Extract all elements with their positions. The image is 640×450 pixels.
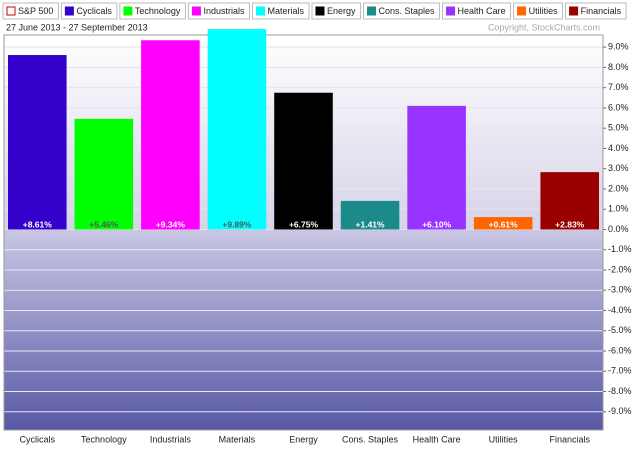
data-label: +9.34% — [156, 220, 186, 230]
x-tick-label: Cyclicals — [20, 434, 56, 444]
legend-swatch — [123, 6, 133, 16]
legend-item: Materials — [251, 2, 310, 20]
bar — [141, 40, 200, 230]
y-tick-label: 9.0% — [608, 42, 629, 52]
legend-swatch — [191, 6, 201, 16]
plot-frame — [3, 34, 604, 431]
subtitle: 27 June 2013 - 27 September 2013 — [6, 22, 148, 32]
legend-item: S&P 500 — [2, 2, 59, 20]
legend-label: Materials — [267, 6, 304, 16]
x-tick-label: Materials — [219, 434, 256, 444]
data-label: +9.89% — [222, 220, 252, 230]
legend: S&P 500 Cyclicals Technology Industrials Mat… — [2, 2, 627, 20]
legend-item: Cyclicals — [60, 2, 118, 20]
legend-item: Energy — [311, 2, 362, 20]
x-tick-label: Financials — [549, 434, 590, 444]
legend-item: Technology — [119, 2, 186, 20]
legend-label: Industrials — [203, 6, 245, 16]
legend-box — [2, 2, 59, 20]
y-tick-label: -7.0% — [608, 366, 632, 376]
y-tick-label: -1.0% — [608, 244, 632, 254]
data-label: +6.75% — [289, 220, 319, 230]
y-tick-label: 3.0% — [608, 163, 629, 173]
y-tick-label: 2.0% — [608, 183, 629, 193]
legend-box — [442, 2, 512, 20]
x-tick-label: Health Care — [413, 434, 461, 444]
data-label: +2.83% — [555, 220, 585, 230]
legend-swatch — [315, 6, 325, 16]
bar — [340, 200, 400, 230]
x-tick-label: Energy — [289, 434, 318, 444]
legend-box — [251, 2, 310, 20]
legend-label: Utilities — [529, 6, 559, 16]
legend-label: S&P 500 — [18, 6, 53, 16]
legend-swatch — [569, 6, 579, 16]
legend-swatch — [6, 6, 16, 16]
y-tick-label: -5.0% — [608, 325, 632, 335]
bar — [473, 217, 533, 230]
y-tick-label: 4.0% — [608, 143, 629, 153]
bar — [274, 92, 333, 230]
legend-item: Financials — [565, 2, 627, 20]
data-label: +8.61% — [23, 220, 53, 230]
y-tick-label: -8.0% — [608, 386, 632, 396]
y-tick-label: 5.0% — [608, 123, 629, 133]
legend-label: Cyclicals — [76, 6, 112, 16]
bar — [407, 105, 466, 230]
bar — [207, 29, 267, 230]
y-tick-label: -2.0% — [608, 264, 632, 274]
bar — [7, 55, 67, 230]
x-tick-label: Technology — [81, 434, 127, 444]
legend-item: Health Care — [442, 2, 512, 20]
copyright: Copyright, StockCharts.com — [488, 22, 600, 32]
y-tick-label: 8.0% — [608, 62, 629, 72]
legend-box — [363, 2, 441, 20]
y-tick-label: -6.0% — [608, 345, 632, 355]
data-label: +0.61% — [489, 220, 519, 230]
x-tick-label: Industrials — [150, 434, 192, 444]
legend-swatch — [446, 6, 456, 16]
legend-box — [565, 2, 627, 20]
legend-item: Utilities — [513, 2, 564, 20]
legend-box — [119, 2, 186, 20]
legend-item: Cons. Staples — [363, 2, 441, 20]
legend-item: Industrials — [187, 2, 250, 20]
legend-label: Energy — [327, 6, 356, 16]
legend-swatch — [517, 6, 527, 16]
y-tick-label: 0.0% — [608, 224, 629, 234]
x-tick-label: Cons. Staples — [342, 434, 399, 444]
legend-label: Cons. Staples — [379, 6, 436, 16]
data-label: +6.10% — [422, 220, 452, 230]
y-tick-label: 7.0% — [608, 82, 629, 92]
legend-box — [60, 2, 118, 20]
plot-area-lower — [4, 229, 603, 430]
legend-swatch — [367, 6, 377, 16]
y-tick-label: -3.0% — [608, 285, 632, 295]
data-label: +1.41% — [356, 220, 386, 230]
data-label: +5.46% — [89, 220, 119, 230]
legend-swatch — [255, 6, 265, 16]
legend-box — [187, 2, 250, 20]
y-tick-label: 6.0% — [608, 102, 629, 112]
bar — [540, 172, 600, 230]
y-tick-label: 1.0% — [608, 204, 629, 214]
y-tick-label: -9.0% — [608, 406, 632, 416]
legend-swatch — [64, 6, 74, 16]
legend-label: Technology — [135, 6, 181, 16]
legend-label: Financials — [581, 6, 622, 16]
bar — [74, 118, 134, 230]
y-tick-label: -4.0% — [608, 305, 632, 315]
x-tick-label: Utilities — [489, 434, 519, 444]
legend-label: Health Care — [458, 6, 506, 16]
